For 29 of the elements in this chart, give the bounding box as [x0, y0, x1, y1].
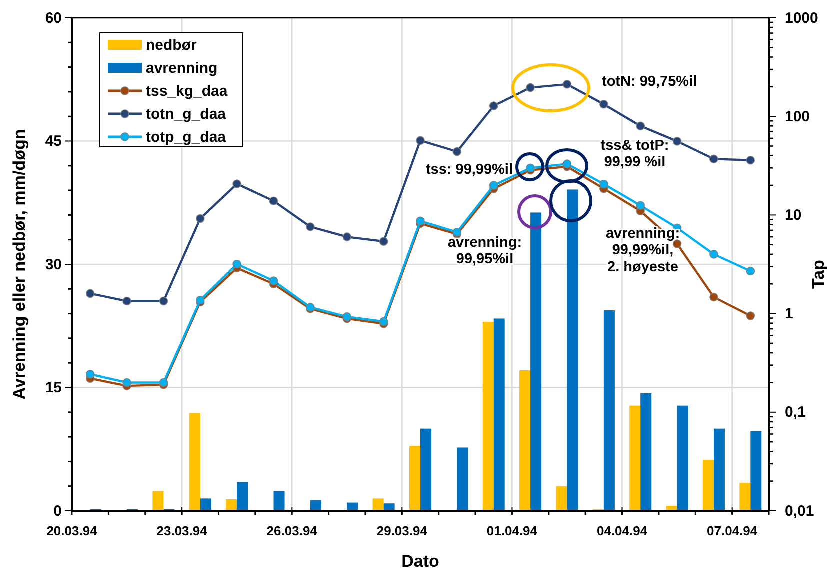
y2-tick-label: 0,1	[785, 404, 806, 422]
y-tick-label: 0	[54, 502, 62, 520]
legend-label: nedbør	[146, 37, 197, 54]
y-axis-title: Avrenning eller nedbør, mm/døgn	[10, 129, 29, 400]
legend-label: totp_g_daa	[146, 129, 227, 146]
y2-tick-label: 1	[785, 306, 794, 323]
x-tick-label: 20.03.94	[46, 523, 98, 538]
y2-tick-label: 1000	[785, 10, 818, 27]
y-tick-label: 30	[45, 256, 62, 274]
y2-tick-label: 10	[785, 207, 802, 224]
y2-tick-label: 100	[785, 108, 810, 126]
annotation: tss& totP: 99,99 %il	[600, 138, 670, 171]
x-tick-label: 01.04.94	[486, 523, 538, 538]
y-tick-label: 60	[45, 10, 62, 27]
y2-tick-label: 0,01	[785, 502, 814, 520]
annotation: avrenning: 99,95%il	[448, 235, 522, 268]
legend-label: tss_kg_daa	[146, 83, 228, 100]
x-tick-label: 23.03.94	[156, 523, 208, 538]
x-tick-label: 07.04.94	[707, 523, 758, 538]
legend-label: avrenning	[146, 60, 218, 77]
y-tick-label: 45	[45, 133, 62, 150]
annotation: totN: 99,75%il	[602, 74, 698, 90]
x-tick-label: 04.04.94	[596, 523, 648, 538]
x-tick-label: 26.03.94	[266, 523, 318, 538]
x-axis-title: Dato	[402, 552, 440, 571]
annotation: tss: 99,99%il	[426, 162, 513, 178]
legend-label: totn_g_daa	[146, 106, 227, 123]
y-tick-label: 15	[45, 380, 62, 397]
x-tick-label: 29.03.94	[376, 523, 428, 538]
